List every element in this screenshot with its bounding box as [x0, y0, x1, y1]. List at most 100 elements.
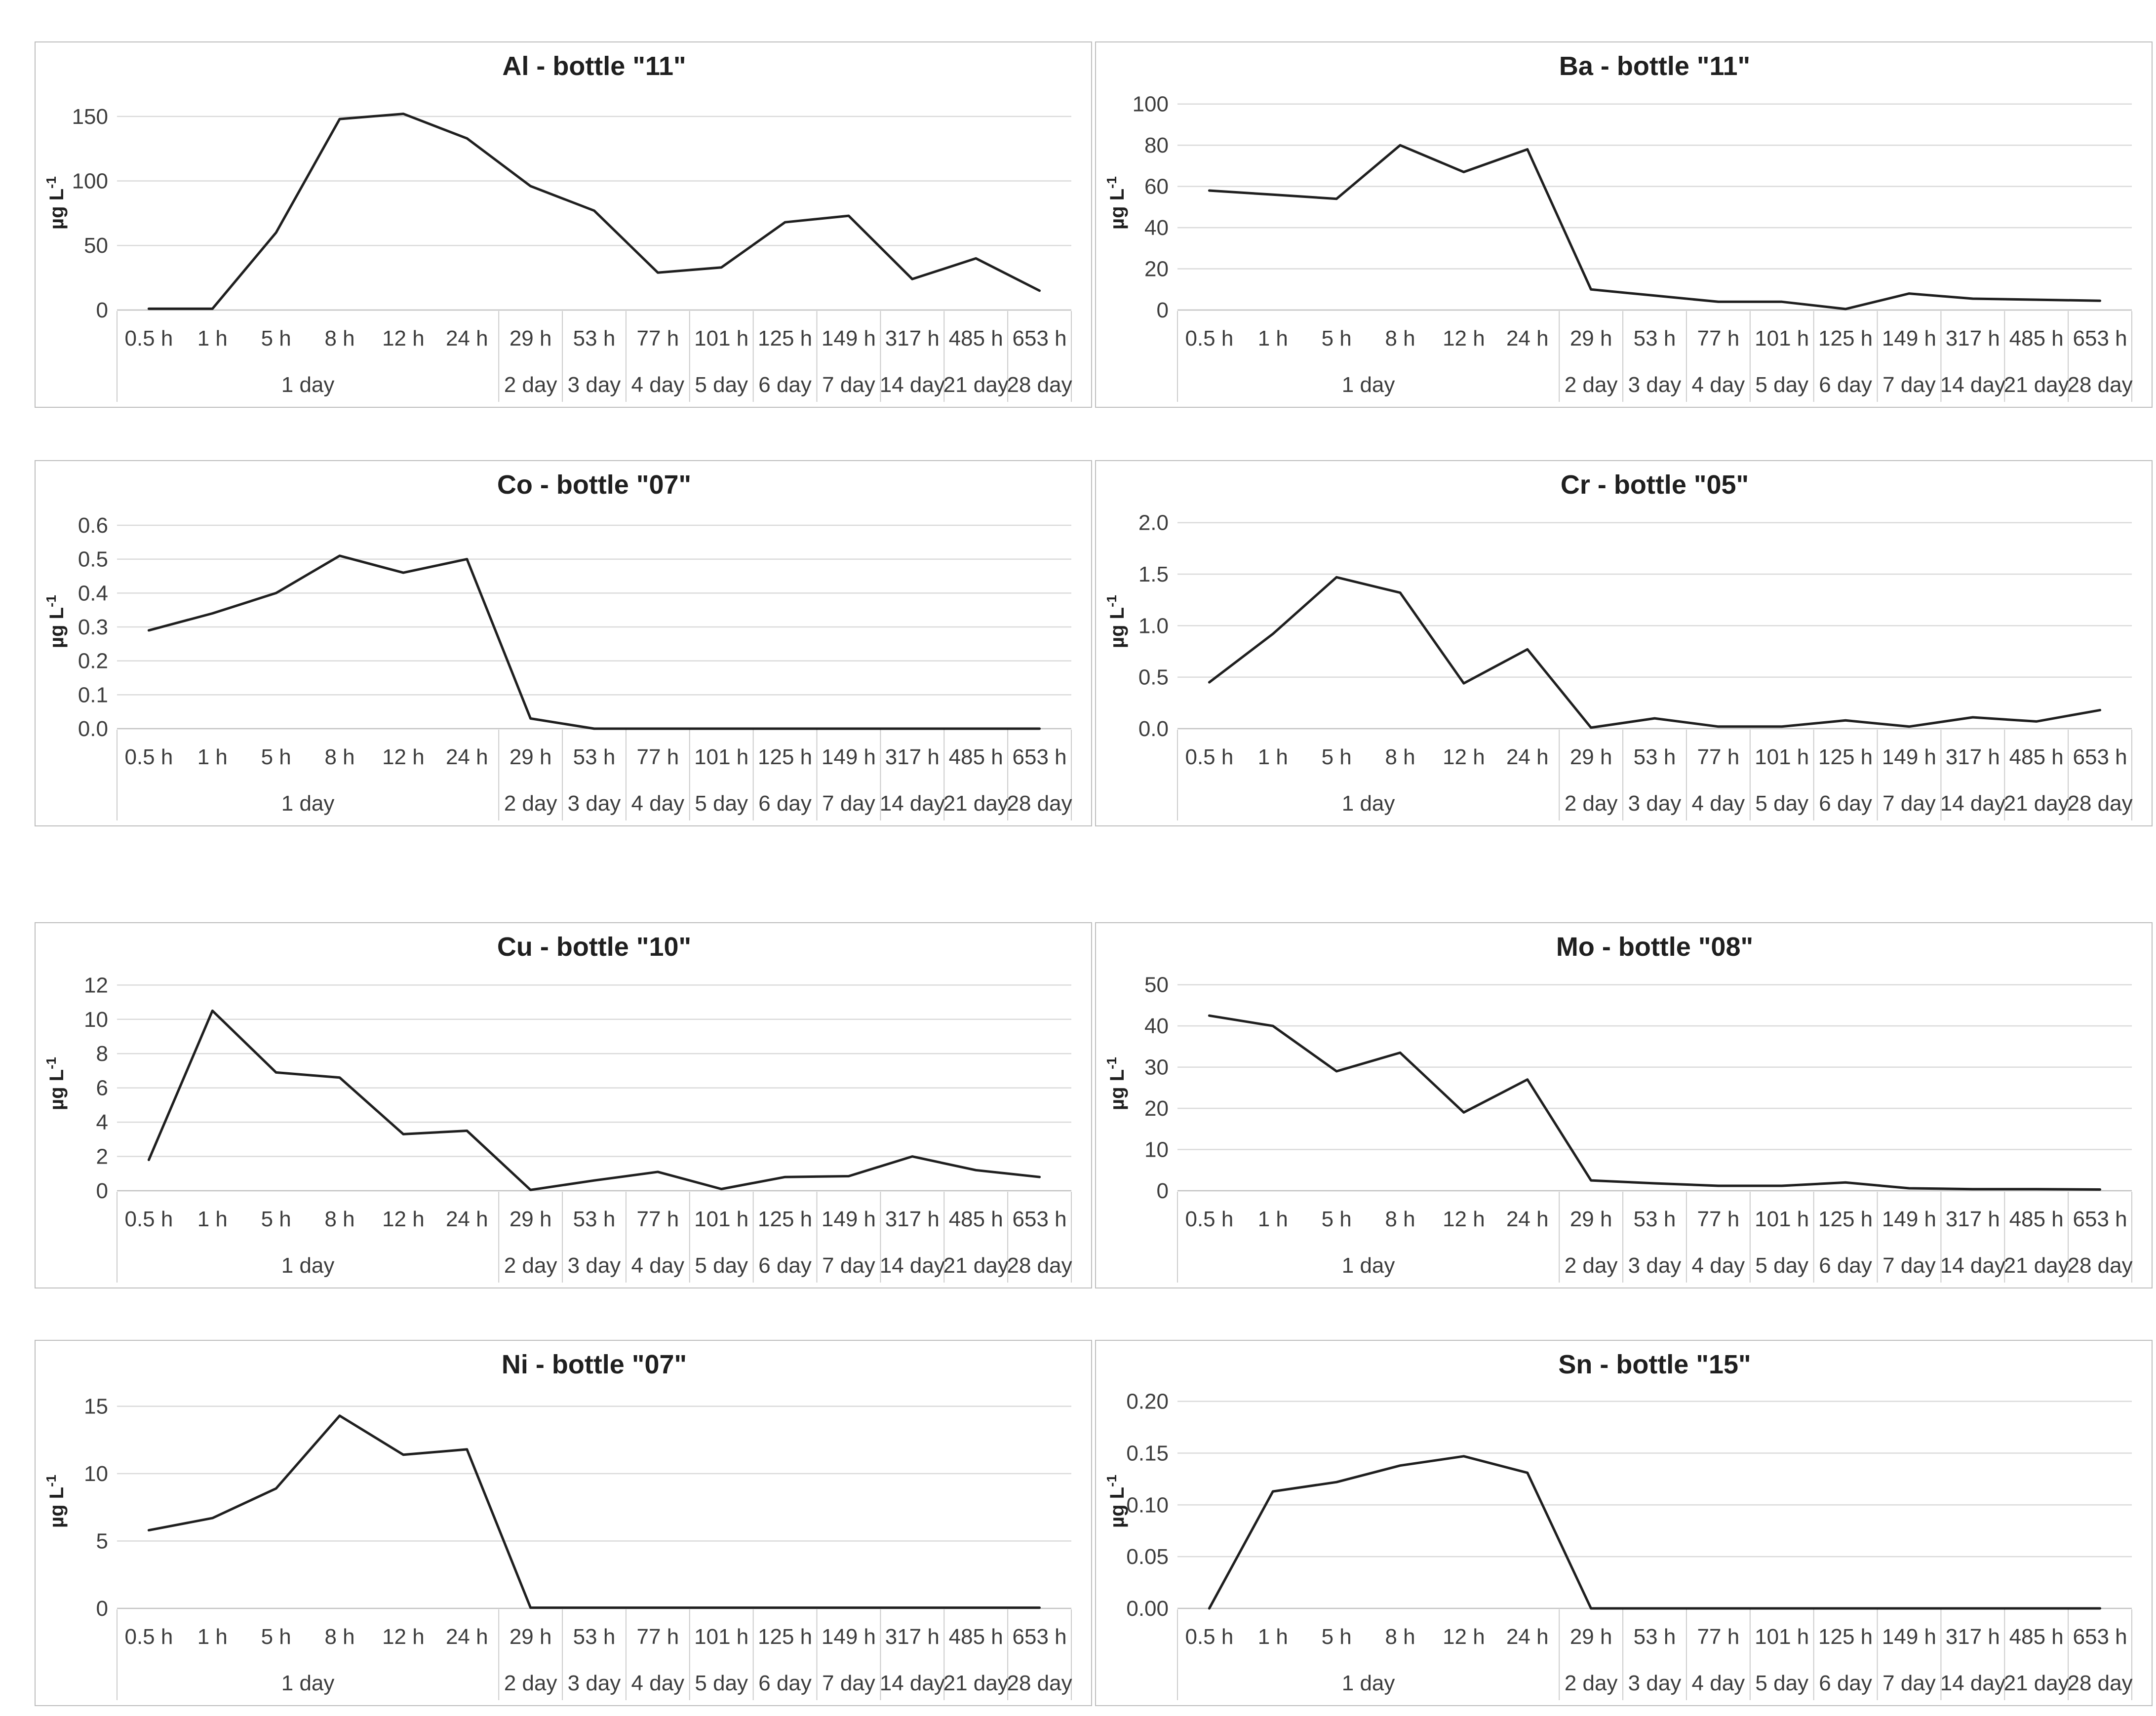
y-axis-unit-label: µg L-1 — [1104, 1057, 1128, 1110]
data-series-line — [147, 554, 1041, 730]
x-hour-label: 8 h — [1385, 1207, 1415, 1231]
x-day-label: 1 day — [1342, 1671, 1395, 1695]
x-hour-label: 12 h — [1443, 745, 1485, 769]
x-hour-label: 485 h — [949, 1625, 1003, 1649]
x-day-label: 2 day — [504, 1671, 557, 1695]
data-series-line — [1208, 144, 2102, 311]
y-tick-label: 4 — [96, 1110, 108, 1134]
chart-title: Ni - bottle "07" — [502, 1350, 687, 1379]
x-day-label: 4 day — [631, 1671, 685, 1695]
x-hour-label: 24 h — [446, 1625, 488, 1649]
x-hour-label: 29 h — [510, 326, 552, 351]
chart-panel-cu-bottle-10: 0 2 4 6 8 10 12 µg L-1 0.5 h 1 h 5 h 8 h 12 h 24 h 29 … — [35, 922, 1092, 1288]
x-day-label: 7 day — [822, 1253, 875, 1278]
x-hour-label: 101 h — [694, 745, 748, 769]
x-hour-label: 0.5 h — [124, 326, 173, 351]
x-hour-label: 317 h — [1946, 326, 2000, 351]
x-hour-label: 1 h — [1258, 1625, 1288, 1649]
chart-title: Co - bottle "07" — [497, 470, 691, 500]
x-hour-label: 653 h — [2073, 1207, 2127, 1231]
y-tick-label: 80 — [1144, 133, 1169, 157]
x-day-label: 5 day — [1755, 373, 1808, 397]
x-day-label: 4 day — [1692, 791, 1745, 816]
x-day-label: 7 day — [1882, 791, 1936, 816]
x-hour-label: 5 h — [1322, 326, 1352, 351]
y-tick-label: 10 — [84, 1008, 108, 1032]
y-axis-unit-label: µg L-1 — [1104, 176, 1128, 230]
x-day-label: 7 day — [1882, 1253, 1936, 1278]
line-chart-cr-bottle-05: 0.0 0.5 1.0 1.5 2.0 µg L-1 0.5 h 1 h 5 h 8 h 12 h 2… — [1104, 470, 2133, 820]
x-hour-label: 77 h — [637, 745, 679, 769]
x-hour-label: 0.5 h — [124, 1207, 173, 1231]
x-hour-label: 8 h — [324, 1207, 354, 1231]
x-hour-label: 29 h — [510, 1625, 552, 1649]
x-day-label: 5 day — [1755, 791, 1808, 816]
y-tick-label: 60 — [1144, 175, 1169, 199]
x-hour-label: 1 h — [197, 745, 228, 769]
x-day-label: 2 day — [1565, 1671, 1618, 1695]
x-hour-label: 8 h — [1385, 1625, 1415, 1649]
y-tick-label: 5 — [96, 1529, 108, 1553]
x-hour-label: 24 h — [1506, 1207, 1549, 1231]
x-day-label: 1 day — [1342, 373, 1395, 397]
x-hour-label: 485 h — [949, 745, 1003, 769]
y-axis-unit-superscript: -1 — [43, 595, 59, 607]
y-axis-unit-label: µg L-1 — [1104, 595, 1128, 648]
x-hour-label: 29 h — [1570, 326, 1612, 351]
chart-row-2: 0.0 0.1 0.2 0.3 0.4 0.5 0.6 µg L-1 0.5 h 1 h 5 h 8 … — [35, 460, 2156, 826]
x-hour-label: 0.5 h — [1185, 1625, 1233, 1649]
x-hour-label: 53 h — [1634, 745, 1676, 769]
x-hour-label: 12 h — [382, 1207, 425, 1231]
x-hour-label: 12 h — [1443, 1625, 1485, 1649]
x-day-label: 2 day — [504, 373, 557, 397]
x-hour-label: 653 h — [1013, 1625, 1067, 1649]
gridlines — [1177, 103, 2132, 270]
x-day-label: 21 day — [943, 791, 1009, 816]
x-hour-label: 317 h — [1946, 1207, 2000, 1231]
x-day-label: 1 day — [1342, 791, 1395, 816]
x-day-label: 5 day — [695, 1671, 748, 1695]
x-hour-label: 1 h — [1258, 745, 1288, 769]
x-hour-label: 149 h — [1882, 1207, 1936, 1231]
x-hour-label: 12 h — [382, 745, 425, 769]
x-hour-label: 149 h — [1882, 326, 1936, 351]
x-day-label: 6 day — [1819, 791, 1872, 816]
x-hour-label: 29 h — [1570, 745, 1612, 769]
x-hour-label: 53 h — [573, 1625, 616, 1649]
x-day-label: 14 day — [1940, 791, 2005, 816]
x-hour-label: 485 h — [949, 1207, 1003, 1231]
x-day-label: 2 day — [504, 1253, 557, 1278]
x-hour-label: 101 h — [694, 1625, 748, 1649]
x-day-label: 1 day — [281, 1671, 335, 1695]
x-hour-label: 0.5 h — [124, 745, 173, 769]
gridlines — [1177, 984, 2132, 1150]
x-day-label: 6 day — [758, 1253, 812, 1278]
y-tick-label: 1.5 — [1138, 562, 1169, 586]
chart-title: Cu - bottle "10" — [497, 932, 691, 962]
x-hour-label: 5 h — [1322, 745, 1352, 769]
data-series-line — [1208, 1455, 2102, 1610]
x-hour-label: 1 h — [1258, 326, 1288, 351]
x-day-label: 1 day — [1342, 1253, 1395, 1278]
y-tick-label: 0 — [1157, 1179, 1169, 1203]
x-hour-label: 12 h — [1443, 326, 1485, 351]
y-tick-label: 50 — [84, 234, 108, 258]
x-hour-label: 1 h — [1258, 1207, 1288, 1231]
x-hour-label: 653 h — [2073, 1625, 2127, 1649]
y-axis-unit-superscript: -1 — [1104, 1057, 1119, 1069]
x-day-label: 28 day — [2068, 1671, 2133, 1695]
x-hour-label: 53 h — [1634, 1207, 1676, 1231]
y-axis-unit-superscript: -1 — [43, 176, 59, 189]
y-axis-unit-label: µg L-1 — [43, 1057, 68, 1110]
x-hour-label: 0.5 h — [1185, 326, 1233, 351]
x-hour-label: 101 h — [1755, 1207, 1809, 1231]
x-hour-label: 77 h — [637, 1625, 679, 1649]
y-axis-unit-label: µg L-1 — [1104, 1475, 1128, 1528]
x-hour-label: 5 h — [1322, 1207, 1352, 1231]
x-hour-label: 125 h — [1818, 1207, 1873, 1231]
x-day-label: 6 day — [758, 373, 812, 397]
x-day-label: 14 day — [880, 373, 945, 397]
x-day-label: 4 day — [631, 373, 685, 397]
x-hour-label: 5 h — [261, 1625, 291, 1649]
